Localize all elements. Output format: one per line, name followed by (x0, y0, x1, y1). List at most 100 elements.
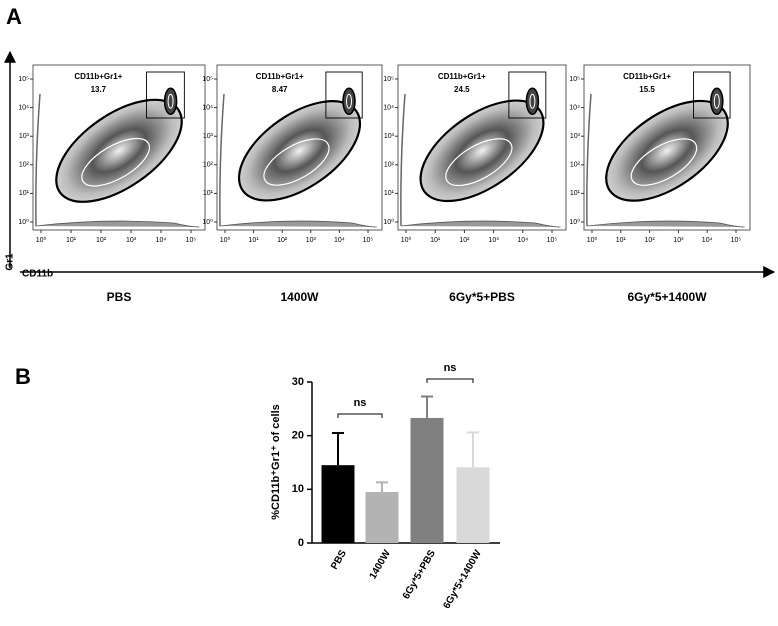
y-tick-label: 10⁵ (569, 76, 580, 83)
y-tick-label: 10⁰ (383, 218, 394, 226)
condition-label: 6Gy*5+1400W (627, 290, 707, 304)
x-tick-label: 1400W (368, 548, 394, 581)
edge-density (586, 220, 745, 228)
x-tick-label: 10⁴ (156, 237, 167, 244)
x-tick-label: 10⁵ (547, 237, 558, 244)
gate-label: CD11b+Gr1+ (74, 72, 122, 81)
edge-density (219, 93, 225, 227)
condition-label: PBS (107, 290, 132, 304)
gate (146, 71, 185, 119)
gate-label: CD11b+Gr1+ (256, 72, 304, 81)
bar (456, 467, 490, 543)
x-tick-label: 10¹ (616, 237, 627, 244)
y-tick-label: 10⁵ (202, 76, 213, 83)
gate-value: 24.5 (454, 85, 470, 94)
x-tick-label: 6Gy*5+1400W (441, 548, 484, 611)
density-peak-core (529, 93, 536, 109)
y-tick-label: 10⁵ (383, 76, 394, 83)
x-tick-label: 10⁵ (363, 237, 374, 244)
x-tick-label: 10² (96, 237, 107, 244)
y-tick-label: 10² (570, 162, 581, 169)
y-tick-label: 10⁵ (18, 76, 29, 83)
bar (410, 417, 444, 543)
density-peak (710, 87, 724, 116)
density-blob (605, 99, 729, 202)
x-tick-label: 10³ (126, 237, 137, 244)
y-tick-label: 30 (292, 376, 304, 388)
condition-label: 1400W (280, 290, 319, 304)
x-tick-label: 10² (459, 237, 470, 244)
x-tick-label: 10⁵ (731, 237, 742, 244)
x-tick-label: 10² (277, 237, 288, 244)
y-tick-label: 10³ (570, 133, 581, 140)
y-tick-label: 10¹ (384, 190, 395, 197)
x-tick-label: 10¹ (249, 237, 260, 244)
density-contour (263, 138, 330, 186)
gate-label: CD11b+Gr1+ (438, 72, 486, 81)
x-tick-label: 10³ (489, 237, 500, 244)
panel-label: A (6, 4, 22, 29)
x-tick-label: PBS (329, 548, 349, 572)
gate-value: 8.47 (272, 85, 288, 94)
density-blob (419, 99, 545, 203)
density-contour (630, 138, 698, 186)
y-tick-label: 10¹ (203, 190, 214, 197)
annotation: ns (354, 397, 367, 409)
y-tick-label: 10⁰ (569, 218, 580, 226)
density-contour (445, 138, 513, 187)
x-tick-label: 10³ (673, 237, 684, 244)
x-tick-label: 10⁰ (401, 236, 412, 244)
density-blob (237, 100, 362, 202)
y-tick-label: 10⁴ (383, 104, 394, 111)
x-tick-label: 10⁴ (702, 237, 713, 244)
gate (508, 71, 547, 119)
x-tick-label: 10⁰ (220, 236, 231, 244)
x-tick-label: 10¹ (66, 237, 77, 244)
significance-bracket (426, 378, 474, 383)
y-tick-label: 20 (292, 430, 304, 442)
y-tick-label: 10¹ (570, 190, 581, 197)
bar (321, 465, 355, 543)
x-tick-label: 10⁰ (36, 236, 47, 244)
density-peak (342, 87, 356, 116)
x-axis-label: CD11b (22, 269, 53, 280)
y-tick-label: 10 (292, 483, 304, 495)
density-peak-core (713, 93, 720, 109)
y-tick-label: 0 (298, 537, 304, 549)
y-tick-label: 10⁴ (18, 104, 29, 111)
y-tick-label: 10⁰ (202, 218, 213, 226)
x-tick-label: 10³ (306, 237, 317, 244)
density-peak-core (167, 93, 174, 109)
edge-density (219, 220, 377, 228)
bar-chart: 0 10 20 30 %CD11b⁺Gr1⁺ of cells PBS 1400W 6Gy*5… (270, 362, 500, 611)
x-tick-label: 10¹ (430, 237, 441, 244)
x-tick-label: 10⁵ (186, 237, 197, 244)
edge-density (35, 93, 41, 227)
gate-label: CD11b+Gr1+ (623, 72, 671, 81)
gate (693, 71, 731, 119)
flow-plots: CD11b+Gr1+ 13.7 10⁰ 10⁰ 10¹ 10¹ 10² 10² 10³ 10³ 10… (18, 64, 751, 304)
y-axis-label: %CD11b⁺Gr1⁺ of cells (270, 404, 282, 520)
edge-density (400, 93, 406, 227)
density-peak (163, 87, 178, 116)
condition-label: 6Gy*5+PBS (449, 290, 515, 304)
y-tick-label: 10² (203, 162, 214, 169)
edge-density (586, 93, 592, 227)
y-tick-label: 10⁰ (18, 218, 29, 226)
density-blob (55, 98, 183, 203)
gate-value: 15.5 (639, 85, 655, 94)
x-tick-label: 10² (645, 237, 656, 244)
gate (325, 71, 363, 119)
edge-density (35, 220, 200, 228)
panel-label: B (15, 364, 31, 389)
y-tick-label: 10¹ (19, 190, 30, 197)
y-tick-label: 10³ (384, 133, 395, 140)
y-tick-label: 10⁴ (569, 104, 580, 111)
density-peak-core (346, 93, 352, 109)
significance-bracket (337, 413, 383, 418)
y-tick-label: 10⁴ (202, 104, 213, 111)
y-tick-label: 10² (19, 162, 30, 169)
y-axis-label: Gr1 (5, 253, 16, 271)
edge-density (400, 220, 561, 228)
